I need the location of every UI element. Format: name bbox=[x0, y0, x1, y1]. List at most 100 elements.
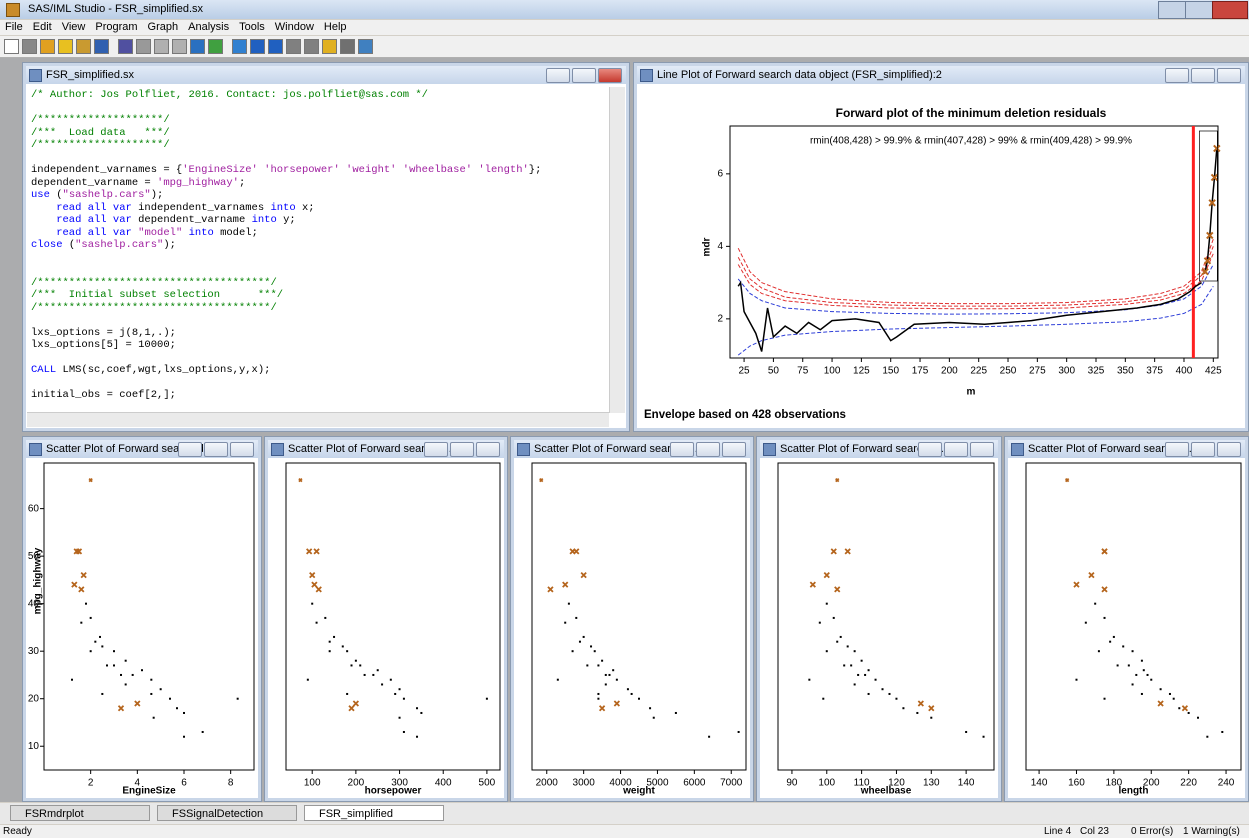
toolbar-button[interactable] bbox=[154, 39, 169, 54]
toolbar-button[interactable] bbox=[340, 39, 355, 54]
minimize-button[interactable] bbox=[424, 442, 448, 457]
menu-item[interactable]: Window bbox=[275, 21, 314, 33]
toolbar-button[interactable] bbox=[118, 39, 133, 54]
toolbar-button[interactable] bbox=[232, 39, 247, 54]
mdi-window: Scatter Plot of Forward search d...90100… bbox=[756, 436, 1002, 802]
outlier-point bbox=[81, 573, 86, 578]
toolbar-button[interactable] bbox=[268, 39, 283, 54]
toolbar-button[interactable] bbox=[322, 39, 337, 54]
minimize-button[interactable] bbox=[918, 442, 942, 457]
maximize-button[interactable] bbox=[1191, 68, 1215, 83]
toolbar-button[interactable] bbox=[76, 39, 91, 54]
status-item: 1 Warning(s) bbox=[1183, 825, 1240, 838]
toolbar-button[interactable] bbox=[22, 39, 37, 54]
toolbar-button[interactable] bbox=[136, 39, 151, 54]
code-token: independent_varnames = { bbox=[31, 164, 182, 176]
menu-item[interactable]: Program bbox=[95, 21, 137, 33]
document-tab[interactable]: FSRmdrplot bbox=[10, 805, 150, 821]
data-point bbox=[94, 641, 96, 643]
minimize-button[interactable] bbox=[1165, 442, 1189, 457]
close-button[interactable] bbox=[1217, 442, 1241, 457]
toolbar-button[interactable] bbox=[286, 39, 301, 54]
close-button[interactable] bbox=[1217, 68, 1241, 83]
data-point bbox=[333, 636, 335, 638]
menu-item[interactable]: View bbox=[62, 21, 86, 33]
annotation: rmin(408,428) > 99.9% & rmin(407,428) > … bbox=[810, 136, 1132, 147]
close-button[interactable] bbox=[598, 68, 622, 83]
minimize-button[interactable] bbox=[546, 68, 570, 83]
outlier-point bbox=[918, 701, 923, 706]
outlier-point bbox=[548, 587, 553, 592]
data-point bbox=[132, 674, 134, 676]
data-point bbox=[575, 617, 577, 619]
maximize-button[interactable] bbox=[572, 68, 596, 83]
toolbar-button[interactable] bbox=[250, 39, 265, 54]
code-token: close bbox=[31, 239, 63, 251]
data-point bbox=[324, 617, 326, 619]
data-point bbox=[307, 679, 309, 681]
close-button[interactable] bbox=[722, 442, 746, 457]
document-tab[interactable]: FSR_simplified bbox=[304, 805, 444, 821]
data-point bbox=[237, 698, 239, 700]
x-tick-label: 225 bbox=[970, 366, 987, 377]
x-tick-label: 125 bbox=[853, 366, 870, 377]
maximize-button[interactable] bbox=[944, 442, 968, 457]
x-tick-label: 400 bbox=[1176, 366, 1193, 377]
code-line bbox=[31, 314, 611, 327]
x-tick-label: 160 bbox=[1068, 778, 1085, 789]
document-tab[interactable]: FSSignalDetection bbox=[157, 805, 297, 821]
code-token: CALL bbox=[31, 364, 56, 376]
vertical-scrollbar[interactable] bbox=[609, 87, 625, 413]
minimize-button[interactable] bbox=[1165, 68, 1189, 83]
footnote: Envelope based on 428 observations bbox=[644, 409, 846, 421]
data-point bbox=[1117, 664, 1119, 666]
toolbar-button[interactable] bbox=[208, 39, 223, 54]
outlier-point bbox=[89, 479, 92, 482]
toolbar-button[interactable] bbox=[304, 39, 319, 54]
plot-frame bbox=[778, 463, 994, 770]
minimize-button[interactable] bbox=[670, 442, 694, 457]
code-token: ); bbox=[151, 189, 164, 201]
menu-item[interactable]: Tools bbox=[239, 21, 265, 33]
data-point bbox=[377, 669, 379, 671]
code-token: read all var bbox=[31, 214, 132, 226]
data-point bbox=[1135, 674, 1137, 676]
data-point bbox=[822, 698, 824, 700]
maximize-button[interactable] bbox=[204, 442, 228, 457]
menu-item[interactable]: Help bbox=[324, 21, 347, 33]
minimize-button[interactable] bbox=[178, 442, 202, 457]
maximize-button[interactable] bbox=[450, 442, 474, 457]
menu-item[interactable]: Analysis bbox=[188, 21, 229, 33]
close-button[interactable] bbox=[970, 442, 994, 457]
horizontal-scrollbar[interactable] bbox=[27, 412, 609, 427]
toolbar-button[interactable] bbox=[358, 39, 373, 54]
close-button[interactable] bbox=[230, 442, 254, 457]
data-point bbox=[1132, 650, 1134, 652]
close-button[interactable] bbox=[1212, 1, 1248, 19]
menu-item[interactable]: Graph bbox=[148, 21, 179, 33]
toolbar-button[interactable] bbox=[172, 39, 187, 54]
data-point bbox=[653, 717, 655, 719]
close-button[interactable] bbox=[476, 442, 500, 457]
maximize-button[interactable] bbox=[1191, 442, 1215, 457]
data-point bbox=[833, 617, 835, 619]
data-point bbox=[868, 693, 870, 695]
maximize-button[interactable] bbox=[1185, 1, 1213, 19]
minimize-button[interactable] bbox=[1158, 1, 1186, 19]
toolbar-button[interactable] bbox=[58, 39, 73, 54]
code-line: use ("sashelp.cars"); bbox=[31, 189, 611, 202]
code-editor[interactable]: /* Author: Jos Polfliet, 2016. Contact: … bbox=[31, 89, 611, 407]
toolbar-button[interactable] bbox=[94, 39, 109, 54]
toolbar-button[interactable] bbox=[190, 39, 205, 54]
data-point bbox=[101, 645, 103, 647]
toolbar-button[interactable] bbox=[4, 39, 19, 54]
toolbar-button[interactable] bbox=[40, 39, 55, 54]
code-token: y; bbox=[277, 214, 296, 226]
menu-item[interactable]: File bbox=[5, 21, 23, 33]
window-title-bar: Scatter Plot of Forward search d... bbox=[514, 440, 750, 458]
code-line bbox=[31, 377, 611, 390]
maximize-button[interactable] bbox=[696, 442, 720, 457]
menu-item[interactable]: Edit bbox=[33, 21, 52, 33]
data-point bbox=[854, 683, 856, 685]
